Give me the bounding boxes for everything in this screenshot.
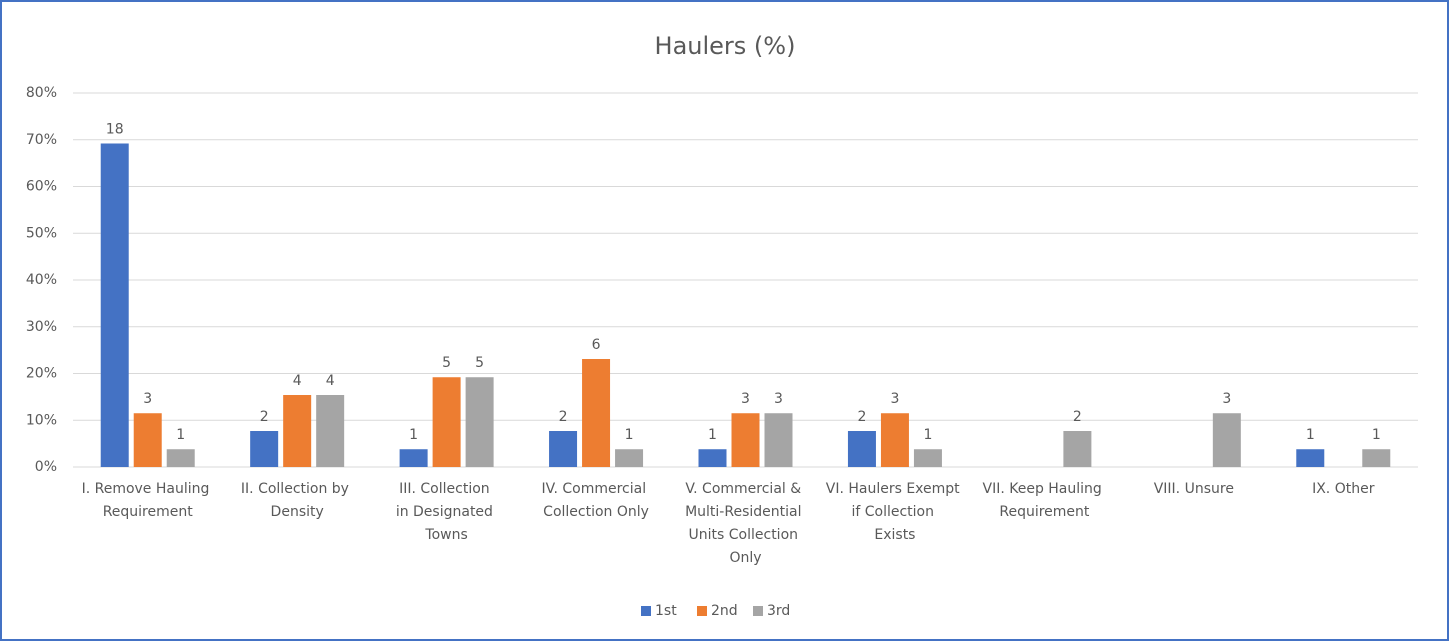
- bar: [847, 431, 876, 467]
- data-label: 2: [260, 409, 269, 425]
- legend-label: 2nd: [711, 603, 738, 619]
- x-tick-label: II. Collection by Density: [241, 481, 353, 520]
- data-label: 3: [741, 391, 750, 407]
- bar: [432, 377, 461, 467]
- x-tick-label: III. Collection in Designated Towns: [396, 481, 498, 543]
- data-label: 2: [559, 409, 568, 425]
- y-tick-label: 30%: [26, 319, 57, 335]
- chart-title: Haulers (%): [655, 32, 796, 60]
- data-label: 1: [708, 427, 717, 443]
- y-tick-label: 80%: [26, 85, 57, 101]
- bar: [549, 431, 578, 467]
- bar: [133, 413, 162, 467]
- y-tick-label: 40%: [26, 272, 57, 288]
- x-tick-label: VI. Haulers Exempt if Collection Exists: [826, 481, 964, 543]
- bar: [1063, 431, 1092, 467]
- y-tick-label: 50%: [26, 225, 57, 241]
- bar: [1296, 449, 1325, 467]
- bar: [764, 413, 793, 467]
- y-tick-label: 60%: [26, 179, 57, 195]
- y-tick-label: 20%: [26, 366, 57, 382]
- legend-label: 3rd: [767, 603, 790, 619]
- x-tick-label: V. Commercial & Multi-Residential Units …: [685, 481, 806, 566]
- x-tick-label: IX. Other: [1312, 481, 1375, 497]
- data-label: 4: [326, 373, 335, 389]
- x-tick-label: VIII. Unsure: [1154, 481, 1234, 497]
- bar: [250, 431, 279, 467]
- bar: [731, 413, 760, 467]
- bar: [316, 395, 345, 467]
- data-label: 2: [857, 409, 866, 425]
- bar: [283, 395, 312, 467]
- y-tick-label: 70%: [26, 132, 57, 148]
- bar: [582, 359, 611, 467]
- legend-label: 1st: [655, 603, 677, 619]
- data-label: 1: [176, 427, 185, 443]
- data-label: 5: [442, 355, 451, 371]
- data-label: 2: [1073, 409, 1082, 425]
- y-tick-label: 10%: [26, 412, 57, 428]
- data-label: 3: [143, 391, 152, 407]
- data-label: 1: [409, 427, 418, 443]
- bar: [880, 413, 909, 467]
- data-label: 1: [625, 427, 634, 443]
- bar: [399, 449, 428, 467]
- x-tick-label: I. Remove Hauling Requirement: [82, 481, 214, 520]
- y-tick-label: 0%: [35, 459, 57, 475]
- bar: [465, 377, 494, 467]
- x-tick-label: VII. Keep Hauling Requirement: [983, 481, 1107, 520]
- x-tick-label: IV. Commercial Collection Only: [542, 481, 651, 520]
- bar: [100, 143, 129, 468]
- bar: [615, 449, 644, 467]
- legend-swatch: [753, 606, 763, 616]
- data-label: 5: [475, 355, 484, 371]
- bar: [1212, 413, 1241, 467]
- bar: [166, 449, 195, 467]
- bar: [913, 449, 942, 467]
- legend-swatch: [697, 606, 707, 616]
- legend-swatch: [641, 606, 651, 616]
- data-label: 1: [1306, 427, 1315, 443]
- data-label: 3: [1222, 391, 1231, 407]
- data-label: 1: [1372, 427, 1381, 443]
- data-label: 4: [293, 373, 302, 389]
- bar: [1362, 449, 1391, 467]
- bar: [698, 449, 727, 467]
- data-label: 3: [774, 391, 783, 407]
- data-label: 3: [890, 391, 899, 407]
- data-label: 18: [106, 121, 124, 137]
- data-label: 1: [923, 427, 932, 443]
- data-label: 6: [592, 337, 601, 353]
